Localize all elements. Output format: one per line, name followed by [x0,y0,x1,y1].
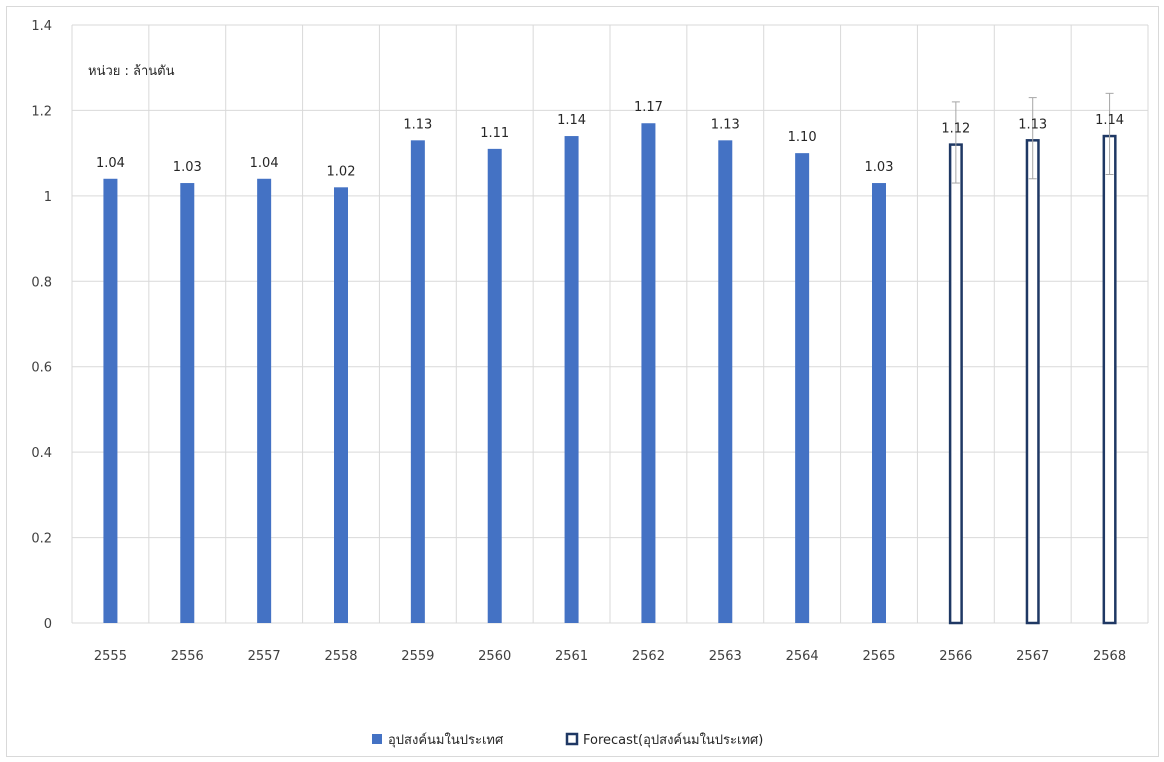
y-axis: 0 0.2 0.4 0.6 0.8 1 1.2 1.4 [31,19,52,632]
bar-forecast-2566[interactable] [948,143,963,625]
y-tick-label: 1.2 [31,104,52,119]
error-bars-layer [951,92,1114,184]
x-tick-label: 2563 [709,649,742,664]
legend-item-actual[interactable]: อุปสงค์นมในประเทศ [372,732,504,748]
data-labels-layer: 1.04 1.03 1.04 1.02 1.13 1.11 1.14 1.17 1.13 1.10… [96,100,1124,179]
data-label: 1.04 [250,156,279,171]
x-tick-label: 2556 [171,649,204,664]
x-tick-label: 2561 [555,649,588,664]
bar-actual-2557[interactable] [257,178,272,623]
bar-actual-2560[interactable] [487,148,502,623]
x-tick-label: 2566 [939,649,972,664]
x-tick-label: 2558 [324,649,357,664]
legend-swatch-actual [372,734,382,744]
data-label: 1.13 [403,117,432,132]
legend-item-forecast[interactable]: Forecast(อุปสงค์นมในประเทศ) [565,732,763,748]
x-tick-label: 2559 [401,649,434,664]
error-bar [1105,92,1114,175]
bar-actual-2558[interactable] [334,187,348,624]
y-tick-label: 0.6 [31,361,52,376]
bar-actual-2564[interactable] [795,153,810,623]
x-tick-label: 2557 [248,649,281,664]
chart-frame [6,6,1159,757]
x-tick-label: 2568 [1093,649,1126,664]
data-label: 1.12 [941,122,970,137]
y-tick-label: 1.4 [31,19,52,34]
data-label: 1.11 [480,126,509,141]
data-label: 1.03 [173,160,202,175]
error-bar [951,101,960,184]
x-tick-label: 2555 [94,649,127,664]
y-tick-label: 0.2 [31,532,52,547]
legend-swatch-forecast [565,732,579,746]
data-label: 1.14 [557,113,586,128]
data-label: 1.10 [788,130,817,145]
x-tick-label: 2567 [1016,649,1049,664]
data-label: 1.17 [634,100,663,115]
unit-label: หน่วย : ล้านตัน [88,64,175,79]
data-label: 1.14 [1095,113,1124,128]
error-bar [1028,97,1037,180]
data-label: 1.03 [865,160,894,175]
x-tick-label: 2560 [478,649,511,664]
y-tick-label: 1 [44,190,52,205]
bar-actual-2563[interactable] [718,140,733,624]
legend: อุปสงค์นมในประเทศ Forecast(อุปสงค์นมในปร… [372,732,763,748]
data-label: 1.02 [327,164,356,179]
bar-actual-2562[interactable] [641,123,656,623]
y-tick-label: 0.4 [31,446,52,461]
legend-label-actual: อุปสงค์นมในประเทศ [388,732,504,748]
y-tick-label: 0.8 [31,275,52,290]
x-axis: 2555 2556 2557 2558 2559 2560 2561 2562 2563 2564… [94,649,1126,664]
x-tick-label: 2562 [632,649,665,664]
bar-actual-2565[interactable] [872,183,886,624]
data-label: 1.13 [1018,117,1047,132]
bar-actual-2555[interactable] [103,178,118,623]
data-label: 1.13 [711,117,740,132]
grid-layer [71,24,1149,624]
x-tick-label: 2564 [786,649,819,664]
y-tick-label: 0 [44,617,52,632]
bar-actual-2556[interactable] [180,183,195,624]
bar-forecast-2567[interactable] [1025,139,1040,625]
bar-actual-2559[interactable] [410,140,425,624]
x-tick-label: 2565 [862,649,895,664]
bar-forecast-2568[interactable] [1102,134,1117,625]
legend-label-forecast: Forecast(อุปสงค์นมในประเทศ) [583,732,763,748]
bars-layer [103,123,1117,625]
data-label: 1.04 [96,156,125,171]
bar-actual-2561[interactable] [564,136,579,624]
